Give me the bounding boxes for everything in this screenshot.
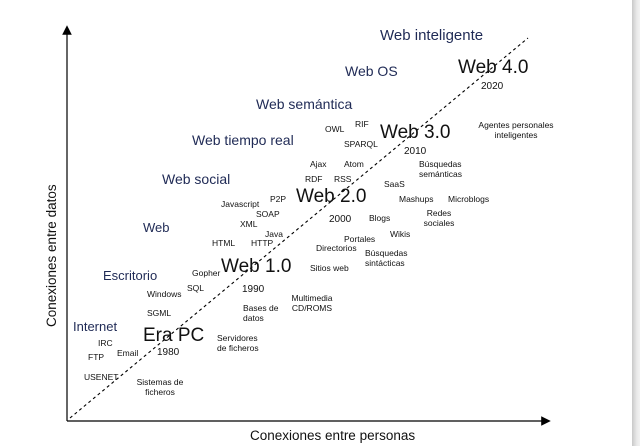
milestone-year-2020: 2020 — [481, 81, 504, 92]
era-label-web: Web — [143, 220, 170, 235]
milestone-year-2000: 2000 — [329, 214, 352, 225]
tech-bases-de-datos: Bases de datos — [243, 303, 279, 323]
tech-mashups: Mashups — [399, 194, 434, 204]
tech-sitios-web: Sitios web — [310, 263, 349, 273]
tech-irc: IRC — [98, 338, 113, 348]
era-label-web-inteligente: Web inteligente — [380, 27, 484, 44]
tech-sistemas-de-ficheros: Sistemas de ficheros — [136, 377, 184, 397]
tech-wikis: Wikis — [390, 229, 411, 239]
milestone-year-1990: 1990 — [242, 284, 265, 295]
era-label-escritorio: Escritorio — [103, 268, 158, 283]
tech-saas: SaaS — [384, 179, 405, 189]
tech-atom: Atom — [344, 159, 364, 169]
tech-soap: SOAP — [256, 209, 280, 219]
tech-email: Email — [117, 348, 139, 358]
tech-owl: OWL — [325, 124, 345, 134]
tech-redes-sociales: Redes sociales — [423, 208, 455, 228]
tech-http: HTTP — [251, 238, 274, 248]
tech-rss: RSS — [334, 174, 352, 184]
tech-portales: Portales — [344, 234, 376, 244]
tech-xml: XML — [240, 219, 258, 229]
milestone-web-3: Web 3.0 — [380, 122, 451, 143]
era-label-web-social: Web social — [162, 171, 231, 187]
x-axis-label: Conexiones entre personas — [250, 428, 416, 443]
page-edge-shadow — [632, 0, 640, 446]
tech-agentes-personales-inteligentes: Agentes personales inteligentes — [478, 120, 554, 140]
era-label-web-os: Web OS — [345, 63, 398, 79]
milestone-web-1: Web 1.0 — [221, 256, 292, 277]
tech-windows: Windows — [147, 289, 182, 299]
tech-microblogs: Microblogs — [448, 194, 490, 204]
milestone-web-4: Web 4.0 — [458, 57, 529, 78]
tech-ftp: FTP — [88, 352, 105, 362]
era-label-web-semantica: Web semántica — [256, 96, 353, 112]
tech-sgml: SGML — [147, 308, 172, 318]
tech-sql: SQL — [187, 283, 205, 293]
tech-rdf: RDF — [305, 174, 323, 184]
tech-directorios: Directorios — [316, 243, 357, 253]
y-axis-label: Conexiones entre datos — [44, 184, 59, 327]
tech-javascript: Javascript — [221, 199, 260, 209]
era-label-internet: Internet — [73, 319, 118, 334]
tech-multimedia-cd-roms: Multimedia CD/ROMS — [291, 293, 333, 313]
tech-rif: RIF — [355, 119, 369, 129]
tech-gopher: Gopher — [192, 268, 221, 278]
tech-sparql: SPARQL — [344, 139, 378, 149]
tech-p2p: P2P — [270, 194, 287, 204]
tech-busquedas-semanticas: Búsquedas semánticas — [419, 159, 462, 179]
tech-java: Java — [265, 229, 283, 239]
milestone-year-2010: 2010 — [404, 146, 427, 157]
tech-servidores-de-ficheros: Servidores de ficheros — [217, 333, 259, 353]
tech-ajax: Ajax — [310, 159, 327, 169]
trend-diagonal — [69, 37, 529, 419]
milestone-era-pc: Era PC — [143, 325, 205, 346]
milestone-web-2: Web 2.0 — [296, 186, 367, 207]
tech-html: HTML — [212, 238, 236, 248]
tech-usenet: USENET — [84, 372, 119, 382]
tech-busquedas-sintacticas: Búsquedas sintácticas — [365, 248, 408, 268]
milestone-year-1980: 1980 — [157, 347, 180, 358]
era-label-web-tiempo-real: Web tiempo real — [192, 132, 294, 148]
tech-blogs: Blogs — [369, 213, 391, 223]
